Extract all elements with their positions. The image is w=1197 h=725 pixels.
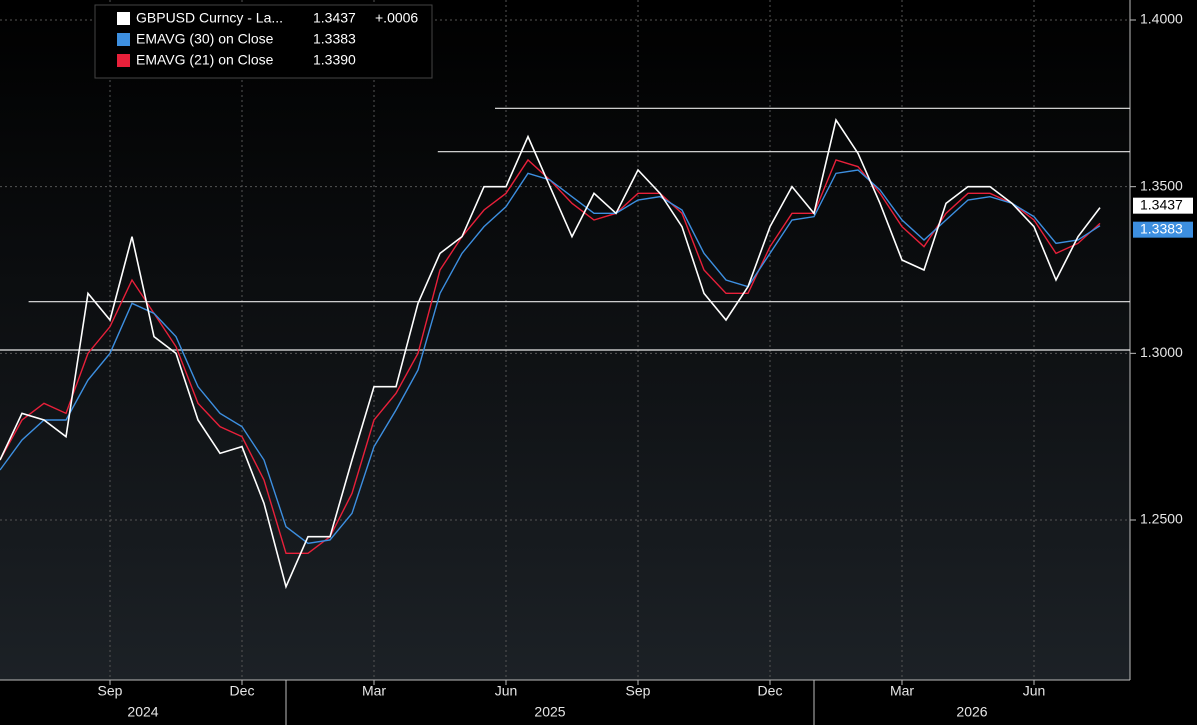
legend-value: 1.3437 [313, 10, 356, 26]
x-tick-label: Sep [626, 683, 651, 699]
series-line [0, 118, 1101, 590]
y-tick-label: 1.4000 [1140, 11, 1183, 27]
legend-swatch [117, 33, 130, 46]
legend-value: 1.3390 [313, 52, 356, 68]
plot-area [0, 0, 1130, 680]
legend-label: EMAVG (21) on Close [136, 52, 274, 68]
series-line [0, 169, 1101, 545]
x-tick-label: Dec [230, 683, 255, 699]
y-tick-label: 1.3500 [1140, 177, 1183, 193]
x-tick-label: Jun [1023, 683, 1046, 699]
legend-swatch [117, 54, 130, 67]
year-label: 2025 [534, 704, 565, 720]
x-tick-label: Dec [758, 683, 783, 699]
x-tick-label: Jun [495, 683, 518, 699]
year-label: 2024 [127, 704, 158, 720]
legend-label: EMAVG (30) on Close [136, 31, 274, 47]
last-value-tag [1133, 197, 1193, 214]
x-tick-label: Sep [98, 683, 123, 699]
y-tick-label: 1.2500 [1140, 511, 1183, 527]
year-label: 2026 [956, 704, 987, 720]
legend-label: GBPUSD Curncy - La... [136, 10, 283, 26]
last-value-tag [1133, 221, 1193, 238]
legend-swatch [117, 12, 130, 25]
last-value-label: 1.3383 [1140, 220, 1183, 236]
legend: GBPUSD Curncy - La... 1.3437 +.0006 EMAV… [94, 4, 433, 79]
y-tick-label: 1.3000 [1140, 344, 1183, 360]
legend-value: 1.3383 [313, 31, 356, 47]
last-value-label: 1.3437 [1140, 196, 1183, 212]
legend-change: +.0006 [375, 10, 418, 26]
x-tick-label: Mar [362, 683, 386, 699]
legend-box [94, 4, 433, 79]
x-tick-label: Mar [890, 683, 914, 699]
